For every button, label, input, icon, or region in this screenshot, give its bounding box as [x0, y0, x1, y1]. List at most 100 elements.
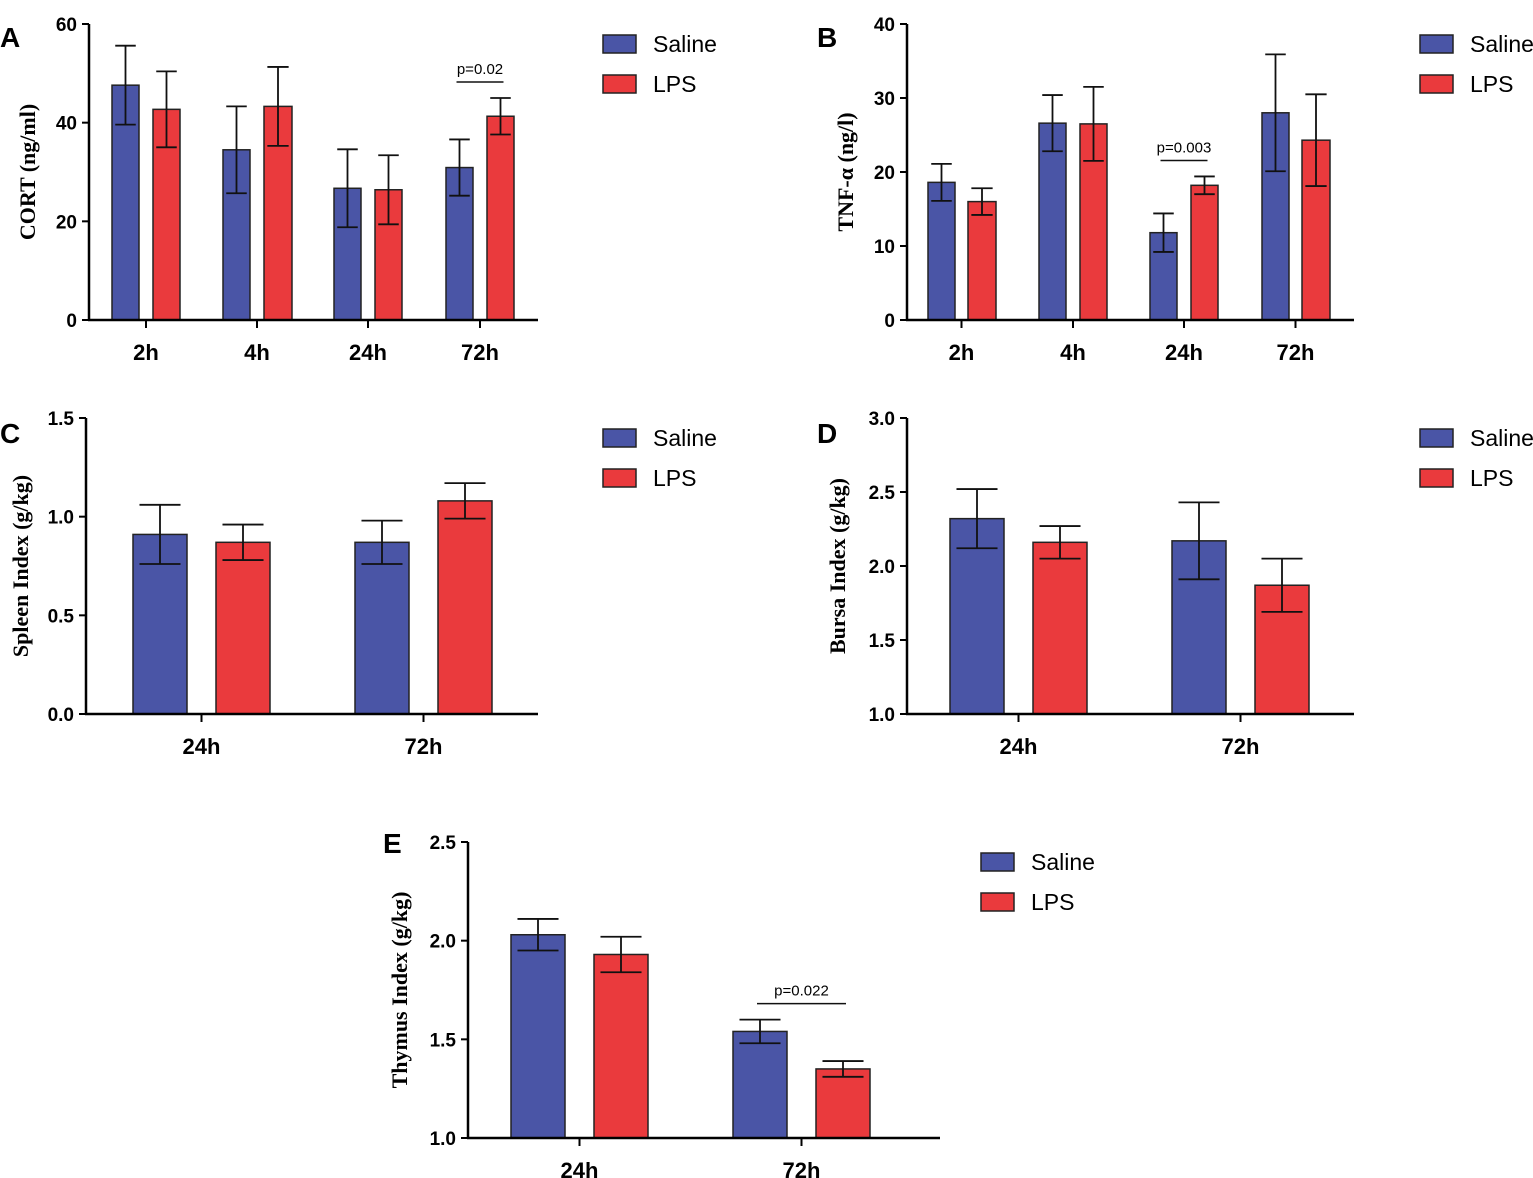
panel-e-ytick-label-1: 1.5 — [430, 1030, 457, 1051]
panel-b-legend: Saline LPS — [1419, 31, 1533, 97]
panel-e-letter: E — [383, 828, 402, 859]
panel-b-ytick-label-2: 20 — [874, 163, 895, 184]
panel-d-errorbar-saline-24h — [956, 488, 998, 550]
panel-c-ytick-label-2: 1.0 — [48, 508, 74, 529]
panel-d: D Bursa Index (g/kg) 1.0 1.5 2.0 2.5 3.0 24h 72h… — [817, 409, 1533, 759]
panel-a-xtick-label-4h: 4h — [244, 340, 270, 365]
panel-c-ytick-label-3: 1.5 — [48, 409, 75, 430]
panel-a-errorbar-saline-4h — [226, 105, 247, 195]
panel-b-errorbar-lps-2h — [971, 187, 993, 216]
panel-d-bar-lps-24h — [1032, 541, 1088, 715]
panel-c-legend-label-saline: Saline — [653, 425, 717, 451]
panel-d-errorbar-lps-24h — [1039, 525, 1081, 560]
panel-b-errorbar-saline-2h — [931, 162, 952, 202]
panel-b-ytick-label-4: 40 — [874, 15, 895, 36]
panel-c-bar-saline-72h — [354, 541, 410, 715]
panel-b-legend-swatch-lps — [1419, 74, 1454, 94]
panel-b-xtick-label-24h: 24h — [1165, 340, 1203, 365]
panel-a-legend-swatch-lps — [602, 74, 637, 94]
panel-c-ylabel: Spleen Index (g/kg) — [8, 475, 33, 657]
panel-d-legend-label-lps: LPS — [1470, 465, 1513, 491]
panel-d-errorbar-saline-72h — [1178, 501, 1220, 581]
panel-d-ylabel: Bursa Index (g/kg) — [825, 478, 850, 654]
panel-a: A CORT (ng/ml) 0 20 40 60 2h 4h 24h 72h p=0.02 Sali… — [0, 15, 717, 365]
panel-b-letter: B — [817, 22, 837, 53]
panel-a-ytick-label-0: 0 — [66, 311, 77, 332]
panel-d-ytick-label-2: 2.0 — [869, 557, 895, 578]
panel-b-xtick-label-4h: 4h — [1060, 340, 1086, 365]
panel-e-xtick-label-24h: 24h — [561, 1158, 599, 1178]
panel-e-sig-label: p=0.022 — [774, 983, 829, 1000]
panel-d-xtick-label-72h: 72h — [1222, 734, 1260, 759]
panel-b-legend-swatch-saline — [1419, 34, 1454, 54]
panel-a-letter: A — [0, 22, 20, 53]
panel-b-errorbar-saline-72h — [1265, 53, 1286, 173]
panel-d-legend-swatch-saline — [1419, 428, 1454, 448]
panel-a-xtick-label-24h: 24h — [349, 340, 387, 365]
panel-c-ytick-label-1: 0.5 — [48, 606, 75, 627]
panel-d-ytick-label-0: 1.0 — [869, 705, 895, 726]
panel-a-errorbar-saline-72h — [449, 138, 470, 197]
panel-e-legend-label-saline: Saline — [1031, 849, 1095, 875]
panel-d-legend-swatch-lps — [1419, 468, 1454, 488]
panel-a-ylabel: CORT (ng/ml) — [15, 104, 40, 240]
panel-e-errorbar-lps-72h — [822, 1060, 864, 1078]
panel-d-errorbar-lps-72h — [1261, 557, 1303, 613]
panel-c-xtick-label-72h: 72h — [405, 734, 443, 759]
panel-b-legend-label-lps: LPS — [1470, 71, 1513, 97]
panel-b-bar-lps-2h — [967, 200, 997, 321]
panel-c-bar-lps-72h — [437, 500, 493, 715]
panel-e-bar-lps-24h — [593, 953, 649, 1139]
panel-a-legend: Saline LPS — [602, 31, 717, 97]
panel-a-legend-label-saline: Saline — [653, 31, 717, 57]
panel-b-errorbar-saline-24h — [1153, 212, 1174, 253]
panel-e-legend-swatch-saline — [980, 852, 1015, 872]
panel-c-errorbar-saline-72h — [361, 519, 403, 565]
panel-e: E Thymus Index (g/kg) 1.0 1.5 2.0 2.5 24h 72h p=… — [383, 828, 1095, 1178]
panel-c-bar-lps-24h — [215, 541, 271, 715]
panel-a-xtick-label-2h: 2h — [133, 340, 159, 365]
panel-e-legend-swatch-lps — [980, 892, 1015, 912]
panel-e-bar-lps-72h — [815, 1068, 871, 1139]
panel-e-ytick-label-3: 2.5 — [430, 833, 457, 854]
panel-a-ytick-label-1: 20 — [56, 212, 77, 233]
panel-e-legend: Saline LPS — [980, 849, 1095, 915]
panel-b: B TNF-α (ng/l) 0 10 20 30 40 2h 4h 24h 72h p=0.003 S… — [817, 15, 1533, 365]
panel-b-errorbar-saline-4h — [1042, 94, 1063, 153]
panel-a-errorbar-lps-4h — [267, 66, 289, 147]
panel-b-errorbar-lps-24h — [1194, 175, 1215, 196]
panel-e-errorbar-saline-24h — [517, 918, 559, 952]
panel-e-ytick-label-0: 1.0 — [430, 1129, 456, 1150]
panel-b-xtick-label-72h: 72h — [1277, 340, 1315, 365]
panel-c-letter: C — [0, 418, 20, 449]
panel-a-ytick-label-3: 60 — [56, 15, 77, 36]
panel-d-ytick-label-4: 3.0 — [869, 409, 895, 430]
panel-d-ytick-label-1: 1.5 — [869, 631, 896, 652]
panel-b-bar-saline-2h — [927, 181, 956, 321]
panel-c-legend-swatch-lps — [602, 468, 637, 488]
panel-b-sig-label: p=0.003 — [1157, 139, 1212, 156]
panel-e-bar-saline-24h — [510, 933, 566, 1139]
panel-d-legend-label-saline: Saline — [1470, 425, 1533, 451]
panel-e-bar-saline-72h — [732, 1030, 788, 1139]
panel-b-errorbar-lps-4h — [1083, 86, 1104, 162]
panel-c-ytick-label-0: 0.0 — [48, 705, 74, 726]
panel-b-bar-saline-4h — [1038, 122, 1067, 321]
panel-c: C Spleen Index (g/kg) 0.0 0.5 1.0 1.5 24h 72h Sa… — [0, 409, 717, 759]
panel-e-legend-label-lps: LPS — [1031, 889, 1074, 915]
panel-d-xtick-label-24h: 24h — [1000, 734, 1038, 759]
panel-c-errorbar-lps-24h — [222, 523, 264, 561]
panel-a-errorbar-lps-72h — [490, 97, 511, 136]
panel-b-xtick-label-2h: 2h — [949, 340, 975, 365]
panel-d-ytick-label-3: 2.5 — [869, 483, 896, 504]
panel-a-xtick-label-72h: 72h — [461, 340, 499, 365]
panel-a-sig-label: p=0.02 — [457, 61, 503, 78]
panel-e-errorbar-lps-24h — [600, 935, 642, 974]
panel-e-errorbar-saline-72h — [739, 1018, 781, 1045]
panel-a-errorbar-saline-2h — [115, 44, 136, 126]
panel-a-legend-swatch-saline — [602, 34, 637, 54]
panel-b-ytick-label-0: 0 — [884, 311, 895, 332]
panel-c-legend-swatch-saline — [602, 428, 637, 448]
panel-c-errorbar-lps-72h — [444, 482, 486, 520]
